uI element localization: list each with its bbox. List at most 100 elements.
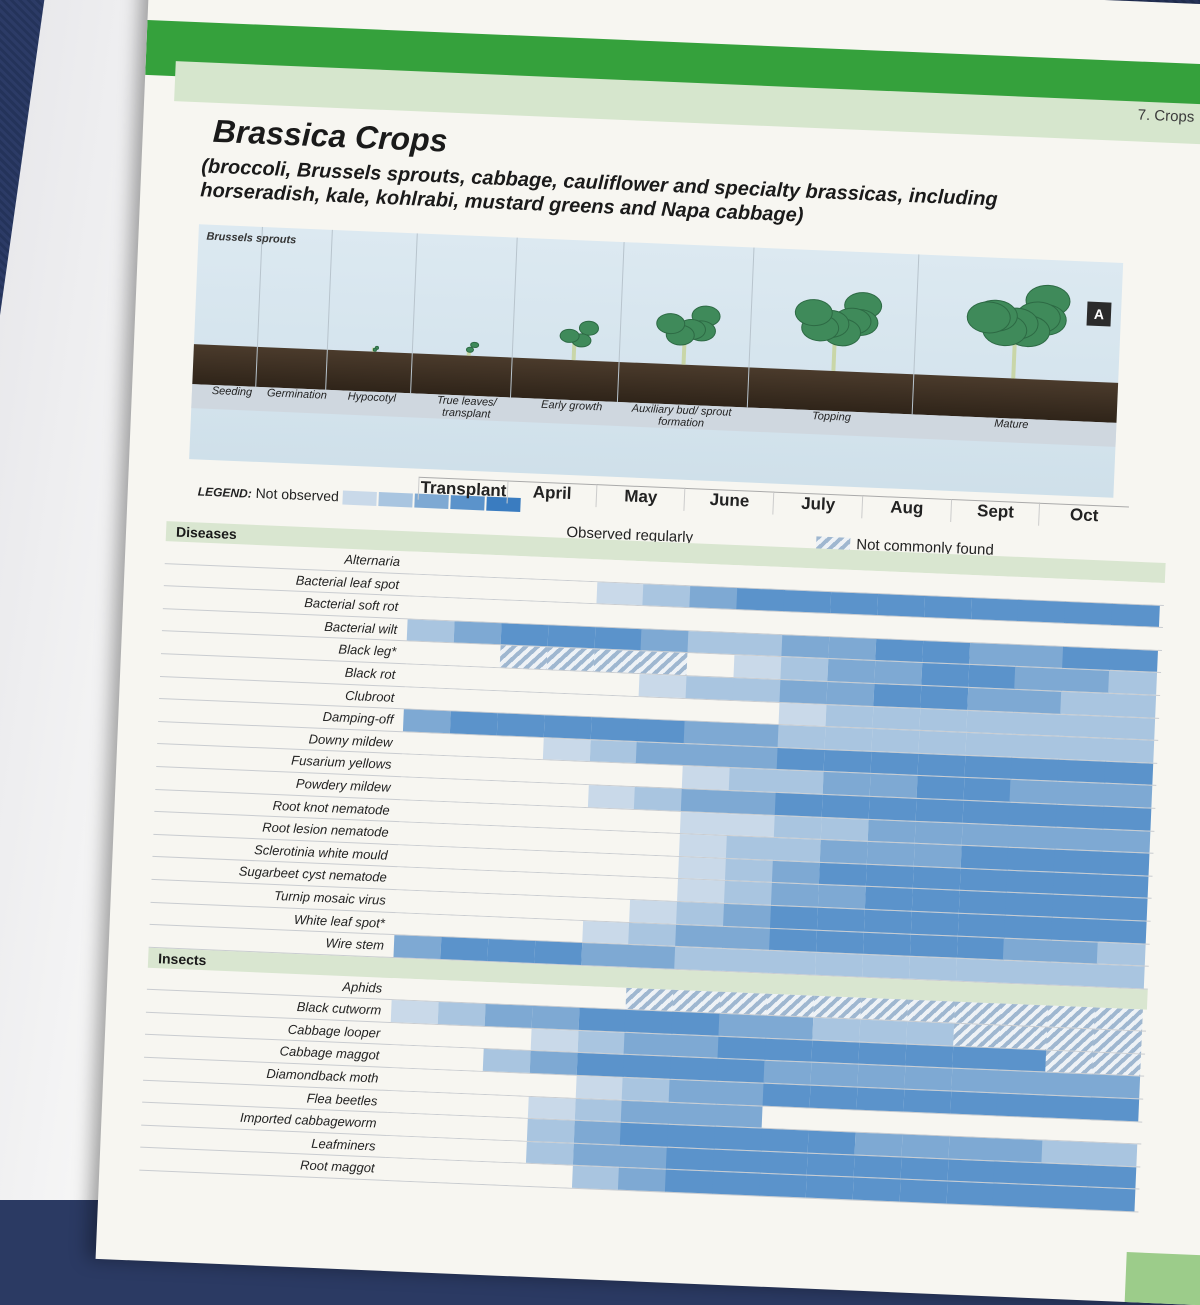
observation-cell bbox=[861, 954, 911, 979]
observation-cell bbox=[906, 999, 956, 1023]
observation-cell bbox=[544, 692, 593, 717]
observation-cell bbox=[532, 983, 581, 1008]
observation-cell bbox=[484, 1004, 533, 1028]
observation-cell bbox=[688, 608, 737, 632]
observation-cell bbox=[964, 732, 1014, 757]
observation-cell bbox=[1109, 648, 1158, 673]
observation-cell bbox=[622, 1077, 671, 1102]
observation-cell bbox=[1045, 1050, 1094, 1074]
observation-cell bbox=[780, 657, 829, 681]
observation-cell bbox=[1099, 874, 1149, 898]
observation-cell bbox=[1060, 691, 1109, 716]
observation-cell bbox=[679, 834, 728, 858]
observation-cell bbox=[640, 628, 690, 653]
observation-cell bbox=[546, 647, 595, 672]
month-header-cell: Transplant bbox=[417, 476, 509, 504]
observation-cell bbox=[870, 751, 919, 776]
observation-cell bbox=[1002, 960, 1051, 985]
observation-cell bbox=[768, 950, 817, 975]
observation-cell bbox=[586, 807, 635, 832]
observation-cell bbox=[971, 574, 1020, 599]
observation-cell bbox=[904, 1067, 953, 1091]
observation-cell bbox=[540, 783, 589, 807]
observation-cell bbox=[951, 1046, 1001, 1071]
observation-cell bbox=[1014, 667, 1063, 691]
observation-cell bbox=[713, 1126, 763, 1151]
observation-cell bbox=[643, 561, 692, 585]
observation-cell bbox=[639, 651, 689, 676]
plant-illustration bbox=[554, 315, 600, 361]
observation-cell bbox=[550, 557, 599, 581]
observation-cell bbox=[778, 702, 827, 727]
observation-cell bbox=[479, 1117, 528, 1141]
observation-cell bbox=[396, 867, 445, 892]
observation-cell bbox=[724, 881, 773, 905]
observation-cell bbox=[680, 811, 729, 836]
observation-cell bbox=[495, 735, 544, 760]
observation-cell bbox=[824, 727, 873, 751]
observation-cell bbox=[642, 583, 692, 608]
observation-cell bbox=[683, 721, 733, 745]
observation-cell bbox=[731, 700, 780, 725]
observation-cell bbox=[446, 779, 496, 803]
month-header-cell: Oct bbox=[1038, 502, 1129, 530]
observation-cell bbox=[1089, 1120, 1138, 1144]
observation-cell bbox=[1012, 712, 1061, 736]
observation-cell bbox=[1098, 896, 1148, 921]
observation-cell bbox=[685, 676, 735, 700]
observation-cell bbox=[430, 1160, 480, 1184]
observation-cell bbox=[1041, 1140, 1090, 1165]
observation-cell bbox=[876, 616, 925, 640]
observation-cell bbox=[924, 573, 973, 597]
observation-cell bbox=[900, 1157, 949, 1181]
observation-cell bbox=[953, 1001, 1002, 1025]
observation-cell bbox=[771, 860, 821, 885]
legend-not-observed: Not observed bbox=[255, 484, 340, 505]
observation-cell bbox=[631, 854, 680, 879]
observation-cell bbox=[872, 706, 921, 731]
observation-cell bbox=[386, 1113, 435, 1137]
observation-cell bbox=[672, 989, 721, 1014]
observation-cell bbox=[1062, 646, 1111, 671]
observation-cell bbox=[618, 1168, 667, 1192]
observation-cell bbox=[1058, 736, 1107, 761]
observation-cell bbox=[671, 1012, 720, 1036]
observation-cell bbox=[503, 555, 552, 579]
observation-cell bbox=[807, 1130, 856, 1155]
observation-cell bbox=[1003, 938, 1052, 962]
observation-cell bbox=[955, 958, 1004, 983]
observation-cell bbox=[1061, 669, 1110, 693]
observation-cell bbox=[624, 1010, 674, 1034]
observation-cell bbox=[783, 589, 832, 614]
observation-cell bbox=[1007, 825, 1057, 849]
observation-cell bbox=[1005, 892, 1054, 917]
observation-cell bbox=[721, 948, 770, 973]
observation-cell bbox=[733, 655, 782, 680]
observation-cell bbox=[684, 698, 734, 723]
observation-cell bbox=[995, 1116, 1045, 1140]
observation-cell bbox=[637, 719, 686, 743]
observation-cell bbox=[1013, 689, 1062, 714]
legend-swatch bbox=[342, 490, 377, 507]
observation-cell bbox=[958, 891, 1007, 915]
observation-cell bbox=[400, 777, 449, 801]
observation-cell bbox=[435, 1047, 484, 1071]
observation-cell bbox=[730, 723, 780, 747]
stage-label: Hypocotyl bbox=[347, 390, 397, 405]
observation-cell bbox=[667, 1102, 717, 1126]
month-header-cell: Sept bbox=[949, 498, 1041, 526]
observation-cell bbox=[482, 1049, 531, 1073]
observation-cell bbox=[910, 911, 959, 936]
observation-cell bbox=[575, 1075, 624, 1100]
observation-cell bbox=[385, 1135, 434, 1160]
observation-cell bbox=[434, 1069, 483, 1094]
observation-cell bbox=[399, 799, 448, 824]
observation-cell bbox=[830, 591, 879, 616]
observation-cell bbox=[948, 1136, 997, 1161]
observation-cell bbox=[856, 1087, 905, 1112]
observation-cell bbox=[1057, 759, 1106, 784]
observation-cell bbox=[725, 858, 774, 883]
observation-cell bbox=[431, 1137, 481, 1162]
illustration-label: Brussels sprouts bbox=[206, 230, 297, 247]
observation-cell bbox=[582, 897, 631, 922]
